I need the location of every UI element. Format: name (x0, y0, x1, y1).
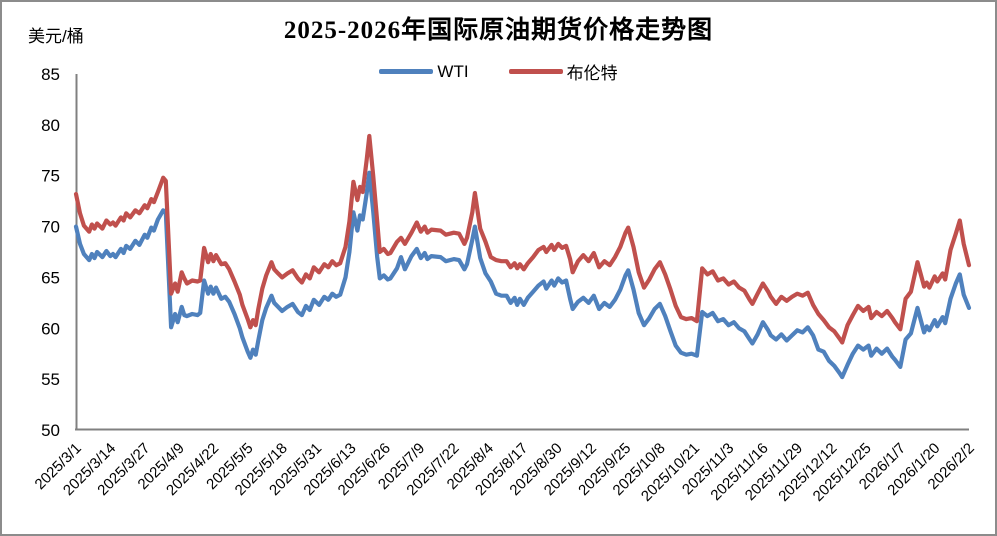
chart-title: 2025-2026年国际原油期货价格走势图 (283, 17, 714, 44)
x-axis-tick-labels: 2025/3/12025/3/142025/3/272025/4/92025/4… (32, 440, 978, 505)
y-tick-label: 50 (41, 421, 60, 440)
y-tick-label: 65 (41, 268, 60, 287)
y-tick-label: 85 (41, 65, 60, 84)
axes (75, 74, 969, 431)
y-tick-label: 80 (41, 116, 60, 135)
y-tick-label: 75 (41, 167, 60, 186)
legend-label: 布伦特 (566, 64, 618, 83)
legend-line-swatch (379, 69, 434, 74)
y-axis-unit-label: 美元/桶 (28, 27, 84, 46)
y-tick-label: 55 (41, 370, 60, 389)
y-tick-label: 70 (41, 218, 60, 237)
wti-price-line (73, 170, 972, 380)
legend-item-wti: WTI (379, 61, 469, 82)
legend-label: WTI (437, 61, 469, 81)
brent-price-line (73, 133, 972, 345)
legend-item-brent: 布伦特 (508, 59, 618, 84)
y-tick-label: 60 (41, 319, 60, 338)
chart-legend: WTI 布伦特 (2, 59, 995, 84)
legend-line-swatch (508, 69, 563, 74)
y-axis-tick-labels: 50 55 60 65 70 75 80 85 (41, 65, 60, 440)
